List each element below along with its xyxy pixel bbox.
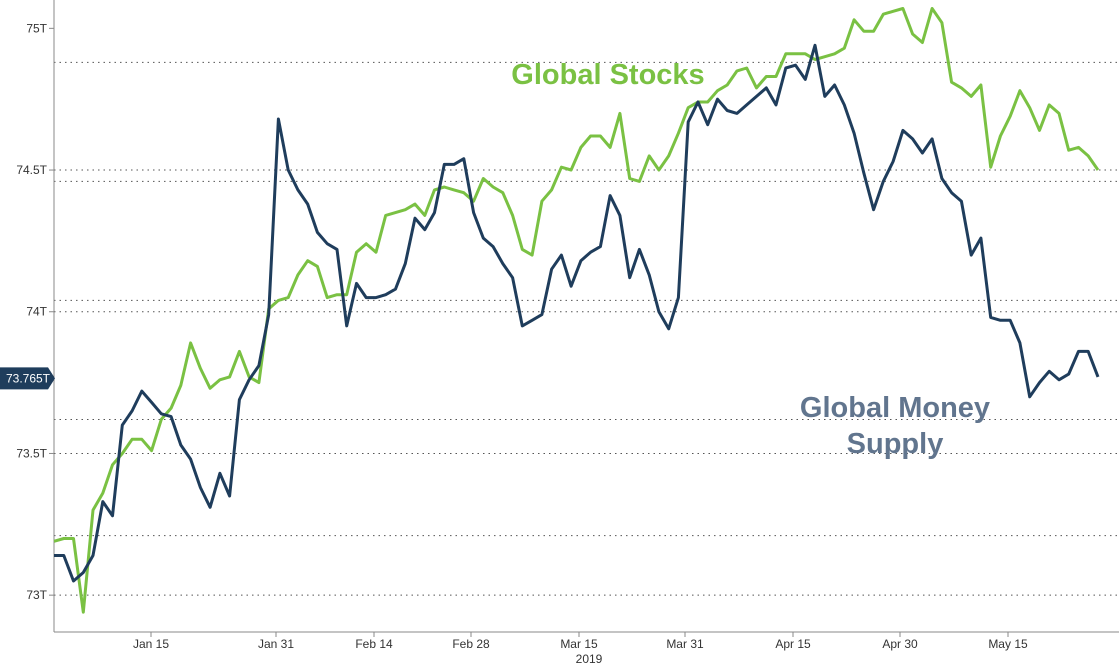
gridlines: [54, 61, 1119, 596]
series-layer: [53, 7, 1100, 614]
series-label-global-money-supply-line1: Global Money: [800, 392, 990, 424]
x-tick-label: Apr 15: [775, 637, 811, 651]
y-tick-label: 73.5T: [16, 446, 47, 460]
x-tick-label: May 15: [988, 637, 1028, 651]
series-line-global-money-supply: [54, 43, 1100, 583]
axes: [53, 0, 1119, 633]
x-tick-label: Mar 15: [560, 637, 598, 651]
x-axis-year-label: 2019: [576, 652, 603, 666]
x-tick-label: Jan 15: [133, 637, 169, 651]
y-tick-label: 73T: [26, 588, 47, 602]
x-tick-label: Feb 28: [452, 637, 490, 651]
x-tick-label: Apr 30: [882, 637, 918, 651]
y-axis-ticks: 73T 73.5T 74T 74.5T 75T: [16, 21, 54, 602]
x-tick-label: Feb 14: [355, 637, 393, 651]
y-tick-label: 75T: [26, 21, 47, 35]
y-tick-label: 74T: [26, 305, 47, 319]
series-label-global-money-supply-line2: Supply: [847, 428, 944, 460]
current-value-tag: [0, 367, 55, 390]
current-value-label: 73.765T: [6, 371, 51, 385]
current-value-marker: 73.765T: [0, 367, 55, 390]
x-tick-label: Jan 31: [258, 637, 294, 651]
series-label-global-stocks: Global Stocks: [511, 59, 704, 91]
series-line-global-stocks: [53, 7, 1100, 614]
y-tick-label: 74.5T: [16, 163, 47, 177]
x-tick-label: Mar 31: [666, 637, 704, 651]
x-axis-ticks: Jan 15 Jan 31 Feb 14 Feb 28 Mar 15 Mar 31 Apr …: [133, 632, 1028, 651]
